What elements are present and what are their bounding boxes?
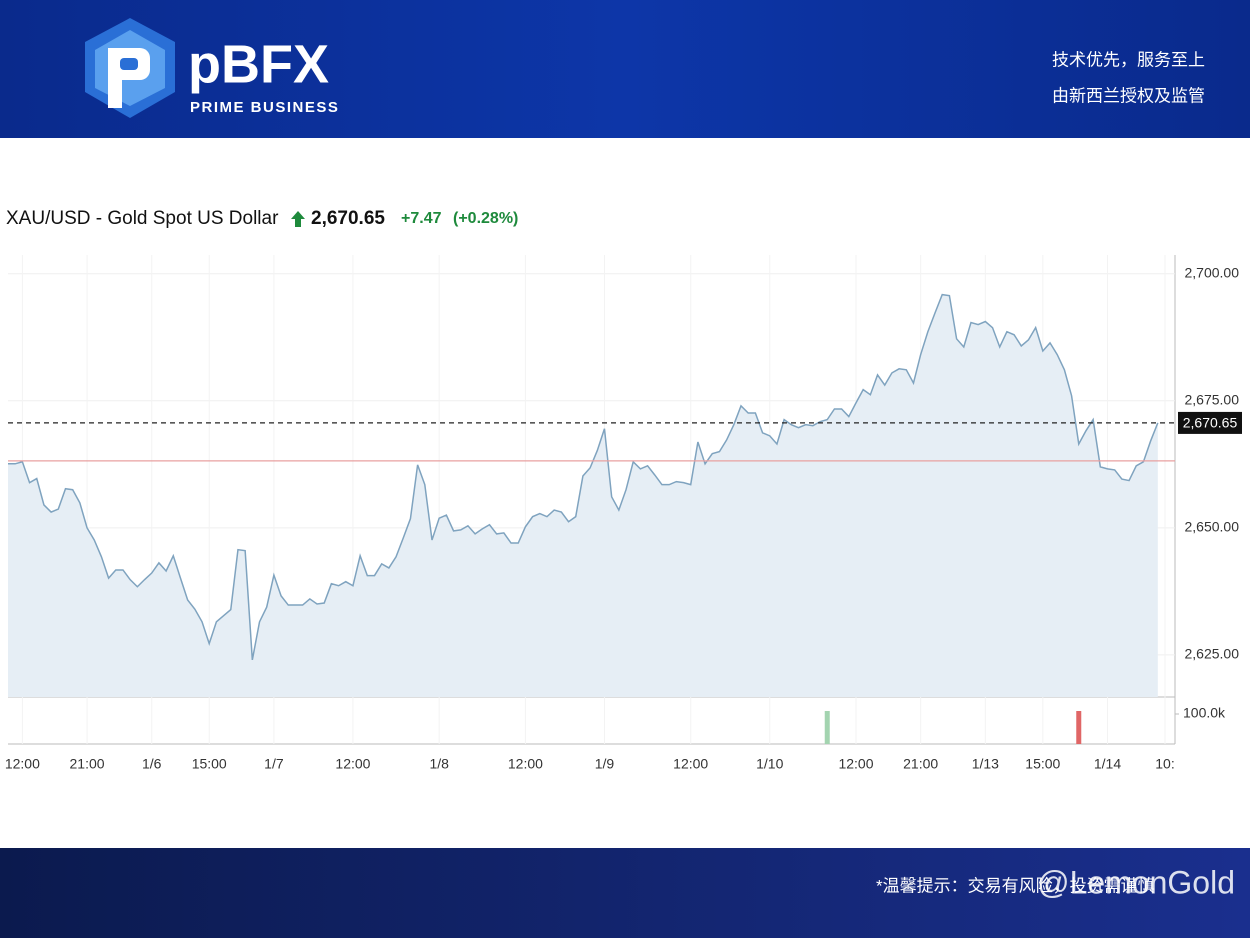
- y-tick-label: 2,625.00: [1185, 646, 1240, 662]
- x-tick-label: 12:00: [335, 756, 370, 772]
- y-tick-label: 100.0k: [1183, 705, 1226, 721]
- logo: [85, 18, 175, 118]
- change: +7.47: [401, 210, 442, 227]
- x-tick-label: 1/10: [756, 756, 783, 772]
- x-tick-label: 1/8: [429, 756, 449, 772]
- change-arrow: [291, 211, 305, 227]
- x-tick-label: 1/7: [264, 756, 284, 772]
- brand-sub: PRIME BUSINESS: [190, 99, 339, 116]
- chart-title: XAU/USD - Gold Spot US Dollar: [6, 208, 279, 229]
- x-tick-label: 12:00: [508, 756, 543, 772]
- volume-bar: [1076, 711, 1082, 744]
- x-tick-label: 12:00: [673, 756, 708, 772]
- x-tick-label: 1/6: [142, 756, 162, 772]
- last-price-label: 2,670.65: [1183, 415, 1238, 431]
- x-tick-label: 15:00: [1025, 756, 1060, 772]
- footer-bg: [0, 848, 1250, 938]
- x-tick-label: 10:: [1155, 756, 1174, 772]
- volume-bar: [824, 711, 830, 744]
- x-tick-label: 12:00: [838, 756, 873, 772]
- brand: pBFX: [188, 34, 329, 94]
- x-tick-label: 1/13: [972, 756, 999, 772]
- slogan: 技术优先，服务至上: [1052, 50, 1205, 69]
- y-tick-label: 2,650.00: [1185, 519, 1240, 535]
- x-tick-label: 15:00: [192, 756, 227, 772]
- last-price-box: [1178, 411, 1242, 434]
- footer-note: *温馨提示：交易有风险，投资需谨慎: [876, 876, 1155, 895]
- last-price: 2,670.65: [311, 208, 385, 229]
- x-tick-label: 21:00: [903, 756, 938, 772]
- x-tick-label: 1/14: [1094, 756, 1121, 772]
- x-tick-label: 21:00: [70, 756, 105, 772]
- change-pct: (+0.28%): [453, 210, 518, 227]
- slogan: 由新西兰授权及监管: [1052, 86, 1205, 105]
- price-line: [8, 293, 1159, 661]
- watermark: @LemonGold: [1037, 864, 1235, 900]
- area: [8, 294, 1158, 697]
- x-tick-label: 1/9: [595, 756, 615, 772]
- y-tick-label: 2,675.00: [1185, 392, 1240, 408]
- y-tick-label: 2,700.00: [1185, 265, 1240, 281]
- arrow-shape: [291, 211, 305, 227]
- header-bg: [0, 0, 1250, 138]
- x-tick-label: 12:00: [5, 756, 40, 772]
